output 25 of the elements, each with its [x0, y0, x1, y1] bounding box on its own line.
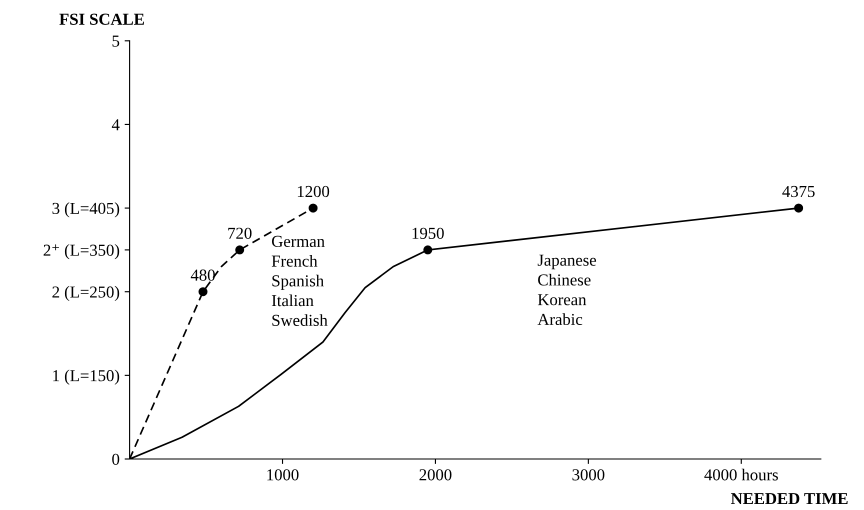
annotation: 1200: [298, 186, 330, 198]
y-tick-label: 5: [112, 36, 120, 47]
x-tick-label: 4000 hours: [704, 468, 778, 480]
point: [423, 245, 432, 254]
y-tick-label: 2 (L=250): [52, 286, 120, 302]
x-tick-label: 2000: [420, 469, 452, 480]
annotation: Japanese Chinese Korean Arabic: [538, 254, 596, 326]
annotation: 720: [228, 228, 252, 239]
x-tick-label: 1000: [267, 469, 299, 480]
point: [308, 204, 318, 213]
annotation: 480: [190, 270, 215, 281]
point: [794, 204, 804, 213]
point: [235, 245, 244, 254]
x-axis-title: NEEDED TIME: [730, 493, 848, 504]
y-tick-label: 0: [112, 454, 120, 465]
annotation: 4375: [782, 186, 815, 198]
y-tick-label: 4: [112, 119, 120, 130]
point: [198, 287, 208, 296]
x-tick-label: 3000: [572, 469, 604, 480]
y-tick-label: 3 (L=405): [52, 202, 120, 218]
y-tick-label: 2⁺ (L=350): [44, 244, 120, 260]
annotation: 1950: [412, 228, 444, 239]
annotation: German French Spanish Italian Swedish: [272, 236, 328, 326]
y-tick-label: 1 (L=150): [53, 370, 120, 385]
y-axis-title: FSI SCALE: [59, 14, 144, 25]
